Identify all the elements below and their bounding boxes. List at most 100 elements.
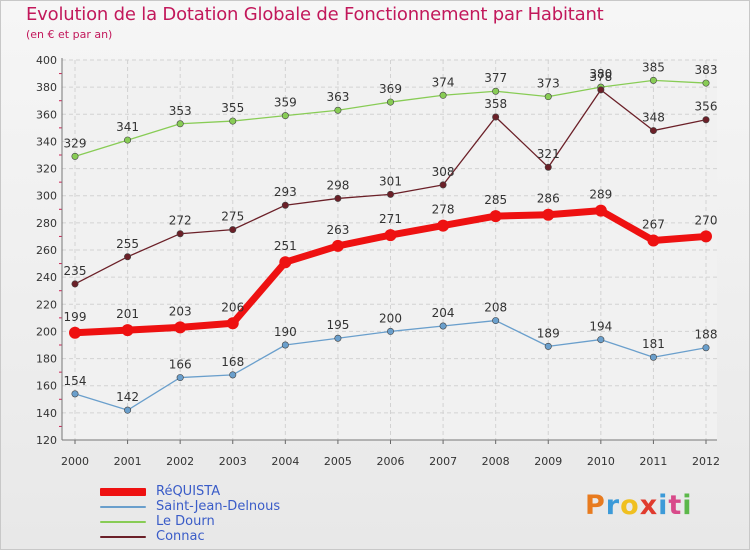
data-point-le-dourn [124, 136, 132, 144]
data-point-connac [71, 280, 79, 288]
data-label-connac: 356 [695, 100, 718, 114]
chart-title: Evolution de la Dotation Globale de Fonc… [26, 4, 604, 25]
data-label-saint-jean-delnous: 166 [169, 358, 192, 372]
data-label-le-dourn: 353 [169, 104, 192, 118]
data-label-connac: 378 [589, 70, 612, 84]
data-label-requista: 271 [379, 212, 402, 226]
data-label-saint-jean-delnous: 204 [432, 306, 455, 320]
y-tick-label: 400 [36, 54, 57, 67]
x-tick-label: 2009 [534, 455, 562, 468]
data-label-le-dourn: 359 [274, 96, 297, 110]
data-point-saint-jean-delnous [544, 342, 552, 350]
y-tick-label: 140 [36, 407, 57, 420]
x-tick-label: 2011 [639, 455, 667, 468]
data-label-le-dourn: 363 [326, 90, 349, 104]
data-point-saint-jean-delnous [702, 344, 710, 352]
data-point-le-dourn [702, 79, 710, 87]
y-tick-label: 220 [36, 298, 57, 311]
data-label-requista: 267 [642, 218, 665, 232]
legend-swatch-le-dourn [100, 521, 146, 523]
data-label-saint-jean-delnous: 189 [537, 326, 560, 340]
y-tick-label: 360 [36, 108, 57, 121]
data-label-requista: 286 [537, 192, 560, 206]
data-point-connac [492, 113, 500, 121]
data-point-saint-jean-delnous [649, 353, 657, 361]
data-label-connac: 255 [116, 237, 139, 251]
x-tick-label: 2003 [219, 455, 247, 468]
y-tick-label: 180 [36, 353, 57, 366]
data-label-saint-jean-delnous: 194 [589, 320, 612, 334]
data-point-le-dourn [544, 93, 552, 101]
data-label-connac: 321 [537, 147, 560, 161]
data-label-requista: 263 [326, 223, 349, 237]
data-point-requista [489, 210, 502, 223]
legend-swatch-saint-jean-delnous [100, 506, 146, 508]
data-point-requista [647, 234, 660, 247]
data-label-le-dourn: 377 [484, 71, 507, 85]
y-tick-label: 200 [36, 325, 57, 338]
data-point-le-dourn [492, 87, 500, 95]
logo-letter: P [585, 490, 606, 521]
x-tick-label: 2001 [114, 455, 142, 468]
data-point-connac [439, 181, 447, 189]
data-point-le-dourn [334, 106, 342, 114]
data-label-requista: 203 [169, 304, 192, 318]
data-point-requista [437, 219, 450, 232]
data-point-requista [384, 229, 397, 242]
data-label-saint-jean-delnous: 190 [274, 325, 297, 339]
data-point-requista [226, 317, 239, 330]
x-tick-label: 2005 [324, 455, 352, 468]
data-label-requista: 289 [589, 188, 612, 202]
data-point-le-dourn [386, 98, 394, 106]
data-point-connac [386, 190, 394, 198]
proxiti-logo: Proxiti [585, 490, 693, 521]
legend-label-saint-jean-delnous: Saint-Jean-Delnous [156, 499, 281, 514]
legend-label-requista: RéQUISTA [156, 484, 221, 499]
data-point-saint-jean-delnous [334, 334, 342, 342]
data-point-saint-jean-delnous [176, 374, 184, 382]
data-label-connac: 358 [484, 97, 507, 111]
data-label-saint-jean-delnous: 154 [64, 374, 87, 388]
data-point-le-dourn [649, 76, 657, 84]
y-tick-label: 240 [36, 271, 57, 284]
logo-letter: t [668, 490, 683, 521]
legend-swatch-connac [100, 536, 146, 538]
data-label-saint-jean-delnous: 188 [695, 328, 718, 342]
y-tick-label: 280 [36, 217, 57, 230]
data-label-connac: 293 [274, 185, 297, 199]
data-point-connac [229, 226, 237, 234]
logo-letter: r [605, 490, 621, 521]
data-label-saint-jean-delnous: 208 [484, 301, 507, 315]
y-tick-label: 160 [36, 380, 57, 393]
x-tick-label: 2007 [429, 455, 457, 468]
data-label-connac: 308 [432, 165, 455, 179]
data-point-requista [121, 324, 134, 337]
data-point-requista [700, 230, 712, 243]
data-point-le-dourn [439, 91, 447, 99]
legend-label-connac: Connac [156, 529, 205, 544]
logo-letter: i [682, 490, 693, 521]
data-point-le-dourn [71, 152, 79, 160]
data-label-requista: 251 [274, 239, 297, 253]
data-label-connac: 298 [326, 178, 349, 192]
data-point-requista [174, 321, 187, 334]
data-point-connac [544, 163, 552, 171]
plot-area [62, 60, 717, 440]
data-label-connac: 235 [64, 264, 87, 278]
data-point-saint-jean-delnous [124, 406, 132, 414]
legend-swatch-requista [100, 488, 146, 496]
data-point-connac [176, 230, 184, 238]
data-point-requista [594, 204, 607, 217]
data-label-le-dourn: 341 [116, 120, 139, 134]
data-label-saint-jean-delnous: 168 [221, 355, 244, 369]
data-label-requista: 285 [484, 193, 507, 207]
logo-letter: x [639, 490, 659, 521]
data-point-requista [331, 239, 344, 252]
data-point-requista [542, 208, 555, 221]
y-tick-label: 120 [36, 434, 57, 447]
data-label-le-dourn: 383 [695, 63, 718, 77]
data-label-requista: 206 [221, 300, 244, 314]
data-point-connac [334, 194, 342, 202]
data-point-requista [69, 326, 81, 339]
